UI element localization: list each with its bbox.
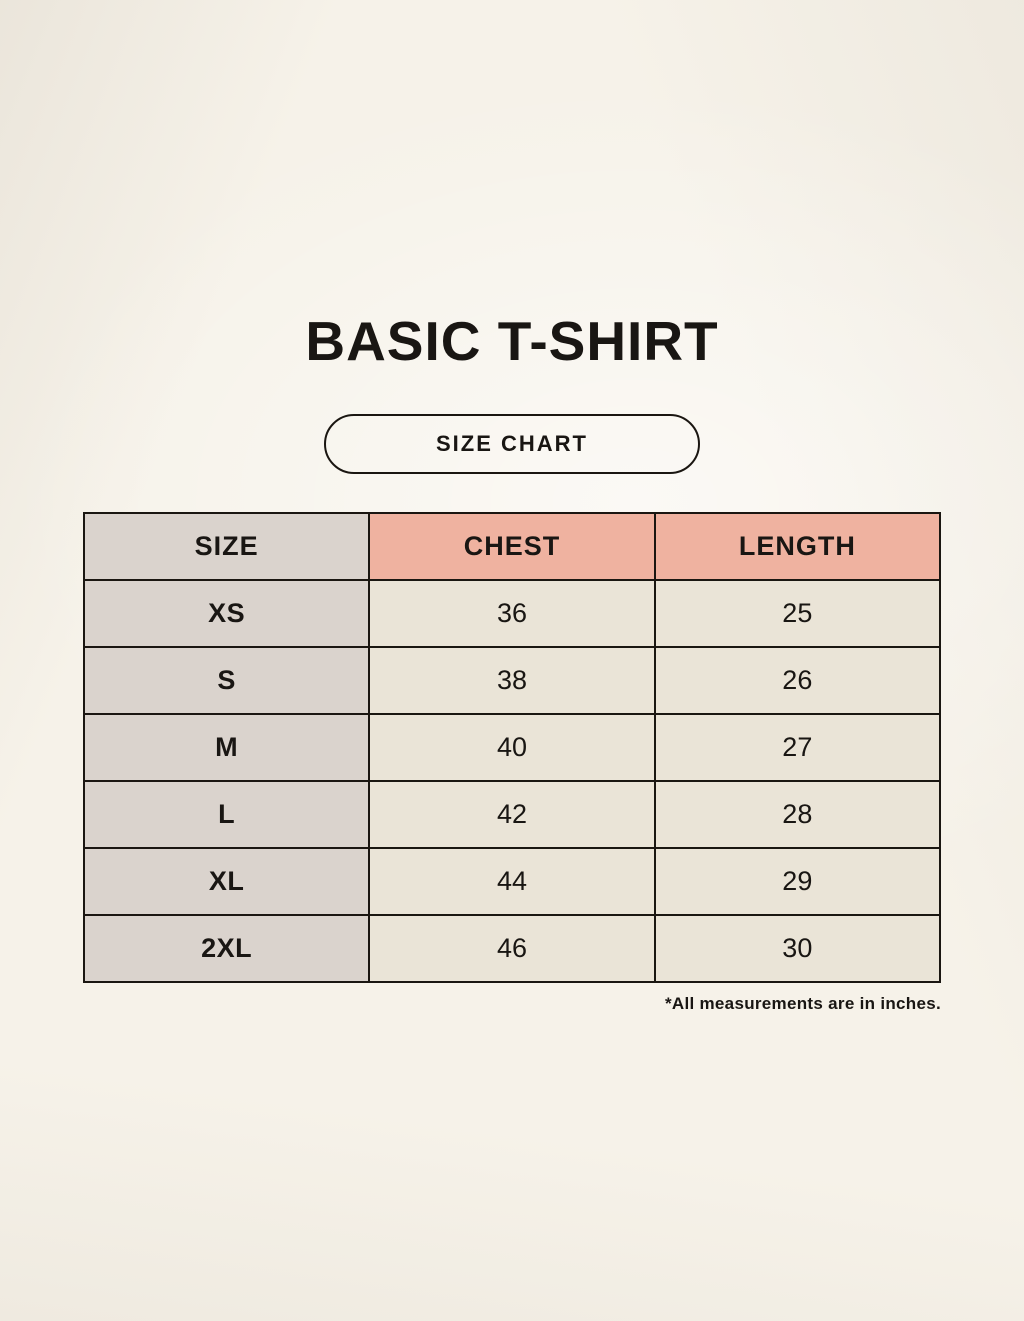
cell-length: 25 bbox=[653, 579, 942, 648]
column-header-size: SIZE bbox=[82, 512, 371, 581]
size-chart-badge-label: SIZE CHART bbox=[436, 431, 588, 456]
cell-size: 2XL bbox=[82, 914, 371, 983]
table-row: 2XL 46 30 bbox=[82, 914, 942, 983]
size-table-container: SIZE CHEST LENGTH XS 36 25 S 38 26 M 40 27 L 42 28 X… bbox=[82, 512, 942, 1014]
cell-length: 26 bbox=[653, 646, 942, 715]
cell-chest: 46 bbox=[368, 914, 656, 983]
cell-size: XL bbox=[82, 847, 371, 916]
cell-size: M bbox=[82, 713, 371, 782]
cell-length: 29 bbox=[653, 847, 942, 916]
size-table-body: XS 36 25 S 38 26 M 40 27 L 42 28 XL 44 29 2XL 46 30 bbox=[82, 579, 942, 983]
cell-chest: 42 bbox=[368, 780, 656, 849]
cell-chest: 38 bbox=[368, 646, 656, 715]
column-header-chest: CHEST bbox=[368, 512, 656, 581]
table-row: L 42 28 bbox=[82, 780, 942, 849]
cell-chest: 36 bbox=[368, 579, 656, 648]
table-row: XS 36 25 bbox=[82, 579, 942, 648]
size-chart-badge: SIZE CHART bbox=[324, 414, 700, 474]
cell-length: 28 bbox=[653, 780, 942, 849]
cell-length: 30 bbox=[653, 914, 942, 983]
size-table: SIZE CHEST LENGTH XS 36 25 S 38 26 M 40 27 L 42 28 X… bbox=[82, 512, 942, 983]
column-header-length: LENGTH bbox=[653, 512, 942, 581]
cell-size: S bbox=[82, 646, 371, 715]
table-row: S 38 26 bbox=[82, 646, 942, 715]
table-row: M 40 27 bbox=[82, 713, 942, 782]
cell-chest: 44 bbox=[368, 847, 656, 916]
page-title: BASIC T-SHIRT bbox=[305, 310, 719, 372]
cell-size: XS bbox=[82, 579, 371, 648]
cell-size: L bbox=[82, 780, 371, 849]
table-row: XL 44 29 bbox=[82, 847, 942, 916]
header-row: SIZE CHEST LENGTH bbox=[82, 512, 942, 581]
cell-length: 27 bbox=[653, 713, 942, 782]
cell-chest: 40 bbox=[368, 713, 656, 782]
size-table-header: SIZE CHEST LENGTH bbox=[82, 512, 942, 581]
measurements-footnote: *All measurements are in inches. bbox=[664, 994, 941, 1013]
